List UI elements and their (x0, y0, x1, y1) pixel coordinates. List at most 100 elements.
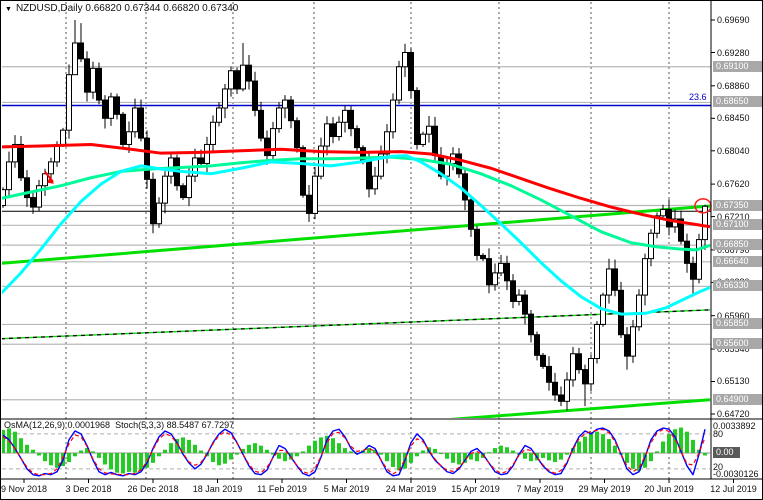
candle-bearish[interactable] (18, 143, 24, 179)
candle-bearish[interactable] (84, 58, 90, 93)
candle-bullish[interactable] (72, 42, 78, 76)
candle-bullish[interactable] (606, 268, 612, 296)
candle-bearish[interactable] (138, 107, 144, 139)
candle-bullish[interactable] (108, 96, 114, 119)
candle-bearish[interactable] (522, 294, 528, 315)
trendline-upper-ascending-support[interactable] (1, 204, 711, 265)
candle-bullish[interactable] (588, 358, 594, 385)
candle-bearish[interactable] (144, 137, 150, 180)
candle-bullish[interactable] (696, 239, 702, 280)
candle-bullish[interactable] (162, 175, 168, 204)
ma-fast-aqua[interactable] (1, 154, 711, 316)
candles-layer[interactable] (1, 20, 708, 411)
candle-bullish[interactable] (378, 153, 384, 177)
candle-bullish[interactable] (324, 123, 330, 147)
candle-bearish[interactable] (288, 99, 294, 122)
candle-bearish[interactable] (354, 128, 360, 149)
candle-bearish[interactable] (468, 199, 474, 230)
candle-bullish[interactable] (60, 129, 66, 145)
ma-slow-red[interactable] (1, 142, 711, 229)
candle-bearish[interactable] (414, 90, 420, 145)
candle-bullish[interactable] (90, 67, 96, 93)
candle-bullish[interactable] (270, 128, 276, 157)
candle-bearish[interactable] (510, 280, 516, 302)
candle-bullish[interactable] (498, 262, 504, 274)
candle-bearish[interactable] (480, 254, 486, 260)
fib-236-label[interactable]: 23.6 (689, 92, 707, 103)
candle-bullish[interactable] (630, 326, 636, 357)
candle-bearish[interactable] (30, 197, 36, 208)
candle-bearish[interactable] (456, 153, 462, 175)
candle-bearish[interactable] (558, 394, 564, 402)
candle-bullish[interactable] (390, 99, 396, 133)
candle-bearish[interactable] (666, 208, 672, 228)
candle-bullish[interactable] (654, 215, 660, 234)
candle-bearish[interactable] (612, 268, 618, 291)
candle-bearish[interactable] (78, 42, 84, 60)
candle-bullish[interactable] (36, 185, 42, 208)
candle-bearish[interactable] (330, 123, 336, 138)
candle-bullish[interactable] (228, 70, 234, 90)
candle-bearish[interactable] (120, 113, 126, 145)
candle-bearish[interactable] (252, 80, 258, 111)
candle-bullish[interactable] (342, 109, 348, 123)
candle-bullish[interactable] (570, 353, 576, 381)
candle-bullish[interactable] (312, 175, 318, 214)
candle-bullish[interactable] (282, 99, 288, 109)
candle-bearish[interactable] (504, 262, 510, 282)
candle-bullish[interactable] (336, 121, 342, 138)
candle-bearish[interactable] (150, 178, 156, 225)
candle-bearish[interactable] (474, 228, 480, 256)
candle-bullish[interactable] (642, 258, 648, 296)
candle-bullish[interactable] (12, 143, 18, 163)
candle-bullish[interactable] (384, 131, 390, 155)
horizontal-levels[interactable] (2, 66, 711, 401)
candle-bullish[interactable] (396, 66, 402, 101)
candle-bearish[interactable] (408, 52, 414, 92)
candle-bullish[interactable] (156, 202, 162, 225)
candle-bearish[interactable] (684, 240, 690, 264)
candle-bearish[interactable] (234, 70, 240, 90)
symbol-dropdown-icon[interactable]: ▼ (5, 6, 12, 13)
candle-bearish[interactable] (624, 334, 630, 357)
candle-bearish[interactable] (300, 147, 306, 196)
candle-bearish[interactable] (24, 177, 30, 199)
candle-bullish[interactable] (210, 121, 216, 145)
candle-bullish[interactable] (276, 107, 282, 130)
candle-bearish[interactable] (258, 109, 264, 139)
candle-bullish[interactable] (372, 175, 378, 190)
trendlines[interactable] (1, 204, 762, 454)
candle-bullish[interactable] (240, 64, 246, 90)
candle-bullish[interactable] (132, 107, 138, 133)
candle-bearish[interactable] (540, 354, 546, 367)
candle-bullish[interactable] (702, 205, 708, 241)
candle-bullish[interactable] (6, 161, 12, 191)
candle-bearish[interactable] (294, 120, 300, 149)
candle-bearish[interactable] (462, 173, 468, 201)
candle-bullish[interactable] (402, 52, 408, 68)
candle-bearish[interactable] (576, 353, 582, 371)
candle-bullish[interactable] (318, 145, 324, 177)
candle-bullish[interactable] (42, 173, 48, 187)
candle-bullish[interactable] (636, 294, 642, 328)
candle-bearish[interactable] (264, 137, 270, 157)
candle-bullish[interactable] (48, 161, 54, 175)
candle-bullish[interactable] (426, 125, 432, 135)
candle-bearish[interactable] (366, 161, 372, 190)
candle-bullish[interactable] (222, 88, 228, 109)
candle-bearish[interactable] (552, 381, 558, 396)
candle-bearish[interactable] (180, 185, 186, 199)
candle-bearish[interactable] (246, 64, 252, 82)
candle-bullish[interactable] (660, 208, 666, 217)
trendline-lower-ascending-support[interactable] (1, 396, 762, 454)
candle-bullish[interactable] (66, 74, 72, 131)
candle-bearish[interactable] (102, 99, 108, 119)
candle-bullish[interactable] (204, 143, 210, 164)
candle-bearish[interactable] (306, 194, 312, 214)
candle-bearish[interactable] (528, 313, 534, 336)
candle-bullish[interactable] (594, 323, 600, 360)
candle-bullish[interactable] (420, 133, 426, 145)
candle-bullish[interactable] (216, 107, 222, 123)
candle-bearish[interactable] (348, 109, 354, 130)
